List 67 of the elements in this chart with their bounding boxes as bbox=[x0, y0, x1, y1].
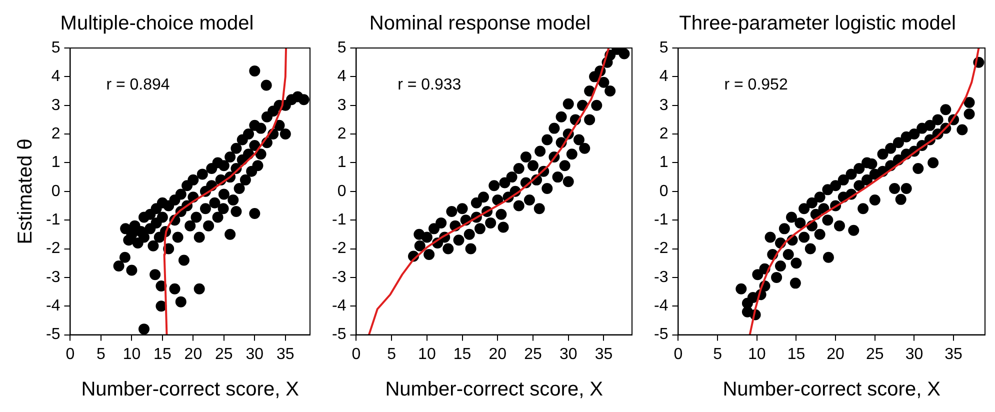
x-tick-label: 35 bbox=[276, 346, 294, 363]
x-tick-label: 15 bbox=[453, 346, 472, 363]
x-tick-label: 15 bbox=[787, 346, 806, 363]
x-tick-label: 15 bbox=[154, 346, 172, 363]
y-tick-label: 5 bbox=[659, 39, 668, 56]
chart-title: Multiple-choice model bbox=[60, 12, 254, 35]
x-tick-label: 5 bbox=[387, 346, 396, 363]
annotation: r = 0.952 bbox=[724, 76, 788, 94]
y-tick-label: 4 bbox=[659, 68, 668, 86]
x-tick-label: 25 bbox=[215, 346, 233, 363]
y-tick-label: 0 bbox=[659, 182, 668, 200]
x-axis-title: Number-correct score, X bbox=[385, 378, 604, 401]
x-tick-label: 30 bbox=[559, 346, 578, 363]
y-tick-label: -1 bbox=[46, 211, 60, 228]
y-tick-label: -3 bbox=[654, 268, 668, 286]
y-tick-label: 5 bbox=[337, 39, 346, 56]
x-tick-label: 0 bbox=[674, 346, 683, 363]
x-tick-label: 25 bbox=[866, 346, 884, 363]
y-tick-label: 2 bbox=[659, 125, 668, 142]
x-tick-label: 10 bbox=[748, 346, 766, 363]
x-axis-title: Number-correct score, X bbox=[722, 378, 941, 401]
x-tick-label: 5 bbox=[713, 346, 722, 363]
y-tick-label: 3 bbox=[51, 96, 60, 114]
x-tick-label: 20 bbox=[826, 346, 845, 363]
y-tick-label: -1 bbox=[654, 211, 668, 228]
x-tick-label: 20 bbox=[488, 346, 507, 363]
y-tick-label: -1 bbox=[332, 211, 346, 228]
y-tick-label: 2 bbox=[51, 125, 60, 142]
y-tick-label: -3 bbox=[332, 268, 346, 286]
x-tick-label: 10 bbox=[418, 346, 436, 363]
y-tick-label: 1 bbox=[659, 154, 668, 172]
y-tick-label: -4 bbox=[332, 298, 346, 315]
y-tick-label: 0 bbox=[51, 182, 60, 200]
chart-title: Nominal response model bbox=[369, 12, 591, 35]
x-tick-label: 0 bbox=[66, 346, 75, 363]
y-tick-label: -2 bbox=[654, 240, 668, 258]
x-tick-label: 20 bbox=[184, 346, 202, 363]
y-tick-label: 2 bbox=[337, 125, 346, 142]
y-tick-label: -4 bbox=[46, 298, 60, 315]
y-tick-label: 3 bbox=[337, 96, 346, 114]
y-tick-label: 4 bbox=[51, 68, 60, 86]
y-tick-label: -2 bbox=[332, 240, 346, 258]
x-tick-label: 0 bbox=[352, 346, 361, 363]
annotation: r = 0.933 bbox=[398, 76, 462, 94]
y-tick-label: -5 bbox=[654, 326, 668, 344]
y-tick-label: 3 bbox=[659, 96, 668, 114]
x-tick-label: 35 bbox=[944, 346, 963, 363]
y-tick-label: -5 bbox=[46, 326, 60, 344]
y-tick-label: 0 bbox=[337, 182, 346, 200]
y-tick-label: 4 bbox=[337, 68, 346, 86]
y-tick-label: -5 bbox=[332, 326, 346, 344]
x-tick-label: 5 bbox=[96, 346, 106, 363]
x-tick-label: 30 bbox=[246, 346, 264, 363]
y-tick-label: -2 bbox=[46, 240, 60, 258]
x-tick-label: 35 bbox=[594, 346, 613, 363]
y-tick-label: -3 bbox=[46, 268, 60, 286]
chart-title: Three-parameter logistic model bbox=[679, 12, 956, 35]
y-tick-label: 5 bbox=[51, 39, 60, 56]
x-tick-label: 25 bbox=[524, 346, 542, 363]
annotation: r = 0.894 bbox=[106, 76, 170, 94]
x-tick-label: 30 bbox=[905, 346, 924, 363]
x-axis-title: Number-correct score, X bbox=[81, 378, 300, 401]
y-tick-label: 1 bbox=[51, 154, 60, 172]
y-tick-label: 1 bbox=[337, 154, 346, 172]
y-tick-label: -4 bbox=[654, 298, 668, 315]
y-axis-title: Estimated θ bbox=[14, 138, 37, 244]
x-tick-label: 10 bbox=[122, 346, 141, 363]
